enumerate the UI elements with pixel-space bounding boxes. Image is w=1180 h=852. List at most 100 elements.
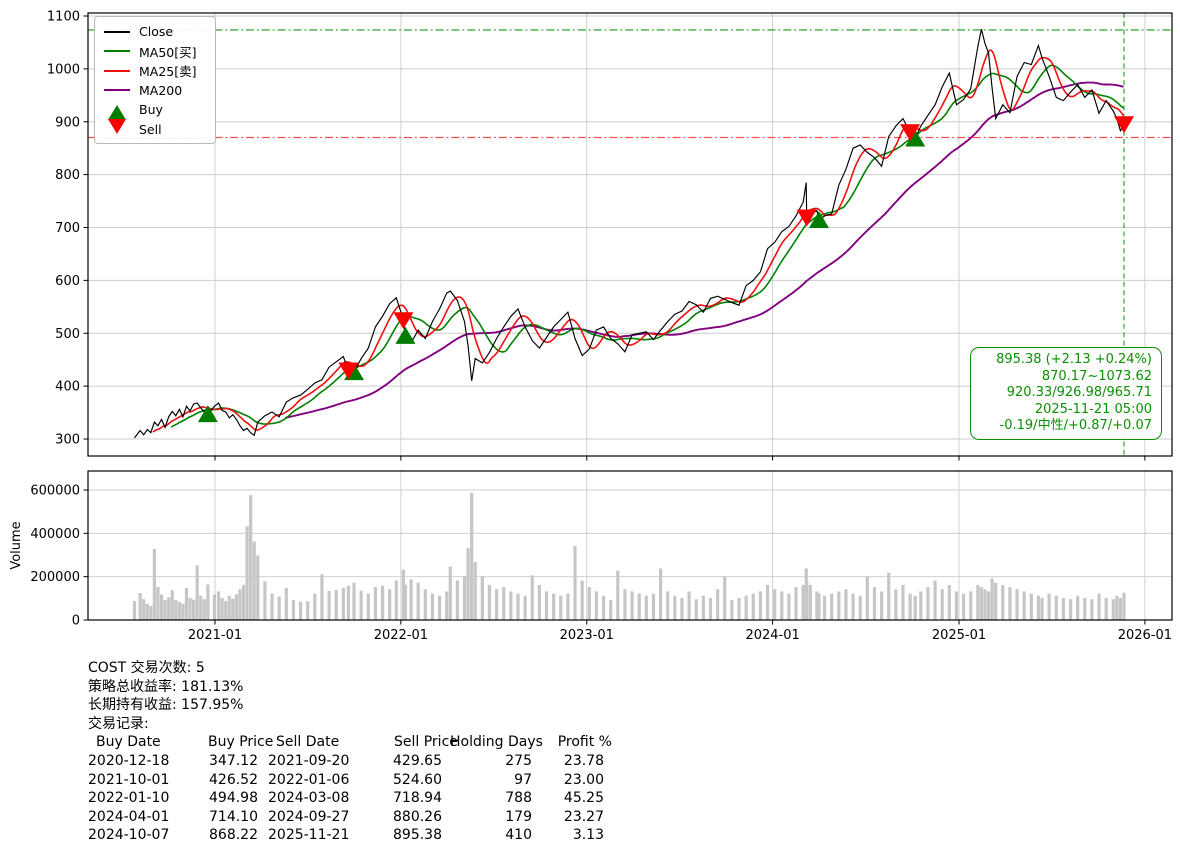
trade-cell: 426.52 [209,771,258,788]
trade-cell: 2024-03-08 [268,790,350,807]
trade-cell: 880.26 [393,808,442,825]
trades-table: Buy Date Buy Price Sell Date Sell Price Hold… [88,733,612,845]
info-line-timestamp: 2025-11-21 05:00 [1034,401,1152,417]
tick-marks [83,15,1146,625]
legend-item-ma50: MA50[买] [103,42,207,62]
tick-labels: 2021-01 2022-01 2023-01 2024-01 2025-01 2026-… [30,10,1172,644]
x-tick-label: 2024-01 [745,628,799,643]
trade-header-cell: Sell Price [394,734,458,751]
trade-cell: 2024-09-27 [268,808,350,825]
trade-cell: 2022-01-06 [268,771,350,788]
legend-item-sell: Sell [103,118,207,140]
x-tick-label: 2022-01 [374,628,428,643]
sell-marker [338,362,359,380]
legend-line-swatch [103,30,131,33]
ma25-line [152,49,1125,433]
stat-trade-log-title: 交易记录: [88,715,149,732]
y-tick-label: 300 [55,433,80,448]
info-box: 895.38 (+2.13 +0.24%) 870.17~1073.62 920… [970,347,1162,440]
trade-cell: 524.60 [393,771,442,788]
trade-cell: 2022-01-10 [88,790,170,807]
trade-cell: 429.65 [393,752,442,769]
trade-cell: 23.78 [563,752,604,769]
trade-cell: 895.38 [393,827,442,844]
stat-trade-count: COST 交易次数: 5 [88,660,205,676]
trade-cell: 2020-12-18 [88,752,170,769]
volume-tick-label: 200000 [30,570,80,585]
trade-cell: 2024-04-01 [88,808,170,825]
y-tick-label: 800 [55,168,80,183]
legend-item-ma25: MA25[卖] [103,61,207,81]
trade-cell: 788 [505,790,532,807]
x-tick-label: 2026-01 [1118,628,1172,643]
stat-hold-return: 长期持有收益: 157.95% [88,697,244,714]
trade-cell: 23.27 [563,808,604,825]
sell-marker [900,124,921,142]
volume-bars [132,492,1126,620]
trade-cell: 275 [505,752,532,769]
trade-table-header: Buy Date Buy Price Sell Date Sell Price Hold… [88,733,612,752]
sell-triangle-icon [103,118,131,134]
legend-line-swatch [103,89,131,92]
legend-line-swatch [103,50,131,53]
sell-marker [796,209,817,227]
info-line-range: 870.17~1073.62 [1041,368,1152,384]
trade-header-cell: Sell Date [276,734,340,751]
y-tick-label: 1100 [47,10,80,25]
legend-label: Buy [139,102,163,118]
trade-header-cell: Profit % [557,734,612,751]
legend-label: MA50[买] [139,44,197,60]
trade-cell: 23.00 [563,771,604,788]
legend-line-swatch [103,69,131,72]
trade-cell: 2021-10-01 [88,771,170,788]
info-line-price: 895.38 (+2.13 +0.24%) [996,352,1152,367]
legend-item-buy: Buy [103,100,207,121]
volume-tick-label: 600000 [30,484,80,499]
volume-tick-label: 400000 [30,527,80,542]
legend-label: Close [139,24,174,40]
info-line-signal: -0.19/中性/+0.87/+0.07 [999,418,1152,434]
trade-cell: 868.22 [209,827,258,844]
trade-cell: 347.12 [209,752,258,769]
trade-cell: 45.25 [563,790,604,807]
trade-row: 2021-10-01 426.52 2022-01-06 524.60 97 23.00 [88,771,612,790]
strategy-stats: COST 交易次数: 5 策略总收益率: 181.13% 长期持有收益: 157… [88,659,612,845]
trade-cell: 2021-09-20 [268,752,350,769]
trade-header-cell: Buy Price [208,734,274,751]
trade-row: 2022-01-10 494.98 2024-03-08 718.94 788 45.25 [88,789,612,808]
legend: Close MA50[买] MA25[卖] MA200 Buy Sell [94,16,216,144]
trade-cell: 3.13 [572,827,604,844]
ma200-line [285,81,1124,419]
buy-marker [808,211,829,229]
volume-panel-frame [87,470,1173,621]
trade-header-cell: Holding Days [450,734,543,751]
y-tick-label: 700 [55,221,80,236]
legend-item-close: Close [103,22,207,42]
y-tick-label: 1000 [47,62,80,77]
trade-cell: 718.94 [393,790,442,807]
buy-marker [197,405,218,423]
info-line-mas: 920.33/926.98/965.71 [1006,385,1152,401]
trade-row: 2020-12-18 347.12 2021-09-20 429.65 275 23.78 [88,752,612,771]
y-tick-label: 500 [55,327,80,342]
legend-label: MA25[卖] [139,64,197,80]
stat-strategy-return: 策略总收益率: 181.13% [88,678,244,695]
x-tick-label: 2023-01 [560,628,614,643]
trade-cell: 714.10 [209,808,258,825]
buy-marker [905,129,926,147]
sell-marker [1113,116,1134,134]
price-panel-frame [87,12,1173,457]
y-tick-label: 400 [55,380,80,395]
trade-row: 2024-04-01 714.10 2024-09-27 880.26 179 23.27 [88,808,612,827]
legend-item-ma200: MA200 [103,81,207,101]
x-tick-label: 2025-01 [932,628,986,643]
trade-row: 2024-10-07 868.22 2025-11-21 895.38 410 3.13 [88,826,612,845]
trade-header-cell: Buy Date [96,734,161,751]
volume-axis-label: Volume [9,521,24,569]
sell-marker [393,312,414,330]
x-tick-label: 2021-01 [188,628,242,643]
trade-cell: 410 [505,827,532,844]
legend-label: Sell [139,121,162,137]
trade-cell: 97 [514,771,532,788]
